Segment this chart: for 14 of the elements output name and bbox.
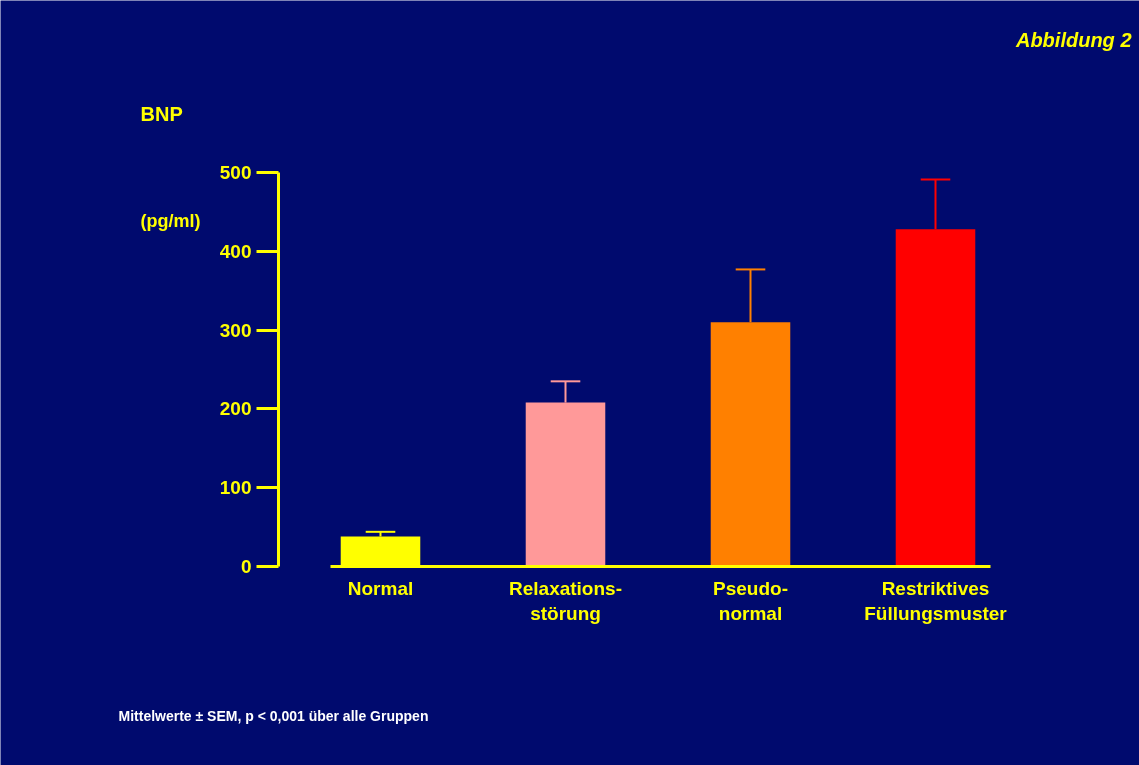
y-tick-label: 400 (219, 240, 252, 262)
x-tick-label: Restriktives Füllungsmuster (864, 577, 1008, 624)
y-tick-label: 200 (219, 398, 252, 420)
x-tick-label: Normal (347, 577, 414, 599)
y-tick-label: 0 (240, 556, 252, 577)
y-tick-label: 500 (219, 162, 252, 183)
text: Abbildung 2 (1014, 28, 1132, 51)
x-tick-label: Relaxations- störung (509, 577, 622, 624)
y-tick-label: 100 (219, 477, 252, 499)
x-tick-label: Pseudo- normal (713, 577, 788, 624)
text: Mittelwerte ± SEM, p < 0,001 über alle Gruppen (118, 707, 429, 724)
y-tick-label: 300 (219, 319, 252, 341)
y-axis-title: BNP (140, 102, 183, 125)
text: (pg/ml) (140, 210, 201, 231)
